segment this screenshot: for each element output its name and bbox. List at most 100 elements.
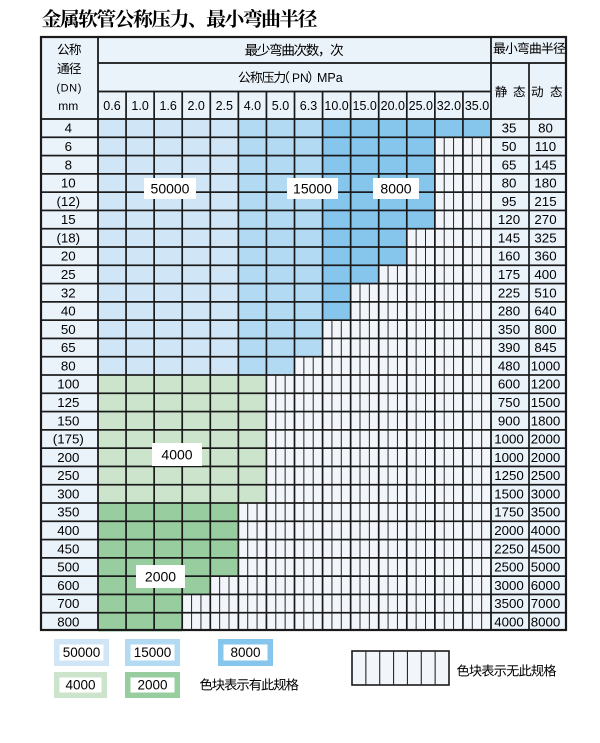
svg-text:15000: 15000 bbox=[134, 645, 172, 660]
svg-text:1500: 1500 bbox=[531, 395, 561, 410]
svg-text:8000: 8000 bbox=[531, 615, 561, 630]
svg-text:400: 400 bbox=[534, 267, 556, 282]
svg-text:900: 900 bbox=[498, 413, 520, 428]
svg-text:80: 80 bbox=[538, 121, 553, 136]
svg-text:110: 110 bbox=[535, 139, 556, 154]
svg-text:1800: 1800 bbox=[531, 413, 561, 428]
svg-text:700: 700 bbox=[57, 596, 79, 611]
svg-text:2250: 2250 bbox=[494, 541, 524, 556]
svg-text:3000: 3000 bbox=[531, 487, 561, 502]
svg-text:450: 450 bbox=[57, 541, 79, 556]
svg-text:350: 350 bbox=[498, 322, 520, 337]
svg-text:3500: 3500 bbox=[531, 505, 561, 520]
svg-text:800: 800 bbox=[57, 615, 79, 630]
svg-text:2000: 2000 bbox=[531, 450, 561, 465]
svg-text:500: 500 bbox=[57, 560, 79, 575]
svg-text:3500: 3500 bbox=[494, 596, 524, 611]
svg-text:95: 95 bbox=[502, 194, 517, 209]
svg-text:25.0: 25.0 bbox=[409, 99, 433, 113]
svg-text:280: 280 bbox=[498, 304, 520, 319]
svg-text:1200: 1200 bbox=[531, 377, 561, 392]
svg-text:10: 10 bbox=[61, 176, 76, 191]
svg-text:15: 15 bbox=[61, 212, 76, 227]
svg-text:1.6: 1.6 bbox=[160, 99, 177, 113]
svg-text:125: 125 bbox=[57, 395, 79, 410]
svg-text:32.0: 32.0 bbox=[437, 99, 461, 113]
svg-text:1.0: 1.0 bbox=[131, 99, 148, 113]
svg-text:10.0: 10.0 bbox=[324, 99, 348, 113]
svg-text:1250: 1250 bbox=[494, 468, 524, 483]
svg-text:(DN): (DN) bbox=[56, 82, 82, 94]
svg-text:390: 390 bbox=[498, 340, 520, 355]
svg-text:2000: 2000 bbox=[145, 568, 176, 584]
svg-text:175: 175 bbox=[498, 267, 520, 282]
svg-text:50: 50 bbox=[61, 322, 76, 337]
svg-text:40: 40 bbox=[61, 304, 76, 319]
svg-text:5.0: 5.0 bbox=[272, 99, 289, 113]
svg-text:120: 120 bbox=[498, 212, 520, 227]
svg-text:4000: 4000 bbox=[494, 615, 524, 630]
svg-text:MPa: MPa bbox=[317, 71, 343, 85]
svg-text:4000: 4000 bbox=[531, 523, 561, 538]
svg-text:180: 180 bbox=[534, 176, 556, 191]
svg-text:270: 270 bbox=[534, 212, 556, 227]
svg-text:6: 6 bbox=[65, 139, 72, 154]
svg-text:250: 250 bbox=[57, 468, 79, 483]
svg-text:750: 750 bbox=[498, 395, 520, 410]
svg-text:150: 150 bbox=[57, 413, 79, 428]
svg-text:160: 160 bbox=[498, 249, 520, 264]
svg-text:3000: 3000 bbox=[494, 578, 524, 593]
svg-text:80: 80 bbox=[502, 176, 517, 191]
svg-text:640: 640 bbox=[534, 304, 556, 319]
svg-text:4500: 4500 bbox=[531, 541, 561, 556]
svg-text:50000: 50000 bbox=[151, 180, 190, 196]
svg-text:350: 350 bbox=[57, 505, 79, 520]
svg-text:510: 510 bbox=[534, 285, 556, 300]
svg-text:8000: 8000 bbox=[230, 645, 260, 660]
svg-text:6000: 6000 bbox=[531, 578, 561, 593]
svg-text:80: 80 bbox=[61, 359, 76, 374]
svg-text:480: 480 bbox=[498, 359, 520, 374]
svg-text:225: 225 bbox=[498, 285, 520, 300]
svg-text:7000: 7000 bbox=[531, 596, 561, 611]
svg-text:0.6: 0.6 bbox=[103, 99, 120, 113]
svg-text:15.0: 15.0 bbox=[353, 99, 377, 113]
svg-text:32: 32 bbox=[61, 285, 76, 300]
svg-text:35.0: 35.0 bbox=[465, 99, 489, 113]
svg-text:25: 25 bbox=[61, 267, 76, 282]
svg-text:4.0: 4.0 bbox=[244, 99, 261, 113]
svg-text:4000: 4000 bbox=[161, 446, 192, 462]
svg-text:300: 300 bbox=[57, 487, 79, 502]
svg-text:100: 100 bbox=[57, 377, 79, 392]
svg-text:15000: 15000 bbox=[293, 180, 332, 196]
svg-text:35: 35 bbox=[502, 121, 517, 136]
svg-text:2000: 2000 bbox=[137, 678, 167, 693]
svg-text:145: 145 bbox=[534, 157, 556, 172]
svg-text:50: 50 bbox=[502, 139, 517, 154]
svg-text:(18): (18) bbox=[56, 231, 80, 246]
svg-text:600: 600 bbox=[498, 377, 520, 392]
svg-text:215: 215 bbox=[534, 194, 556, 209]
svg-text:145: 145 bbox=[498, 231, 520, 246]
svg-text:8: 8 bbox=[65, 157, 72, 172]
svg-text:2500: 2500 bbox=[494, 560, 524, 575]
svg-text:65: 65 bbox=[61, 340, 76, 355]
svg-text:400: 400 bbox=[57, 523, 79, 538]
svg-text:4000: 4000 bbox=[65, 678, 95, 693]
svg-text:1500: 1500 bbox=[494, 487, 524, 502]
svg-text:2000: 2000 bbox=[531, 432, 561, 447]
svg-text:2000: 2000 bbox=[494, 523, 524, 538]
svg-text:1000: 1000 bbox=[494, 432, 524, 447]
svg-text:845: 845 bbox=[534, 340, 556, 355]
svg-text:(12): (12) bbox=[56, 194, 80, 209]
svg-text:20: 20 bbox=[61, 249, 76, 264]
svg-text:360: 360 bbox=[534, 249, 556, 264]
svg-text:1000: 1000 bbox=[494, 450, 524, 465]
svg-text:200: 200 bbox=[57, 450, 79, 465]
svg-text:2500: 2500 bbox=[531, 468, 561, 483]
svg-text:mm: mm bbox=[58, 99, 78, 113]
svg-text:800: 800 bbox=[534, 322, 556, 337]
svg-text:1000: 1000 bbox=[531, 359, 561, 374]
svg-text:325: 325 bbox=[534, 231, 556, 246]
svg-text:1750: 1750 bbox=[494, 505, 524, 520]
